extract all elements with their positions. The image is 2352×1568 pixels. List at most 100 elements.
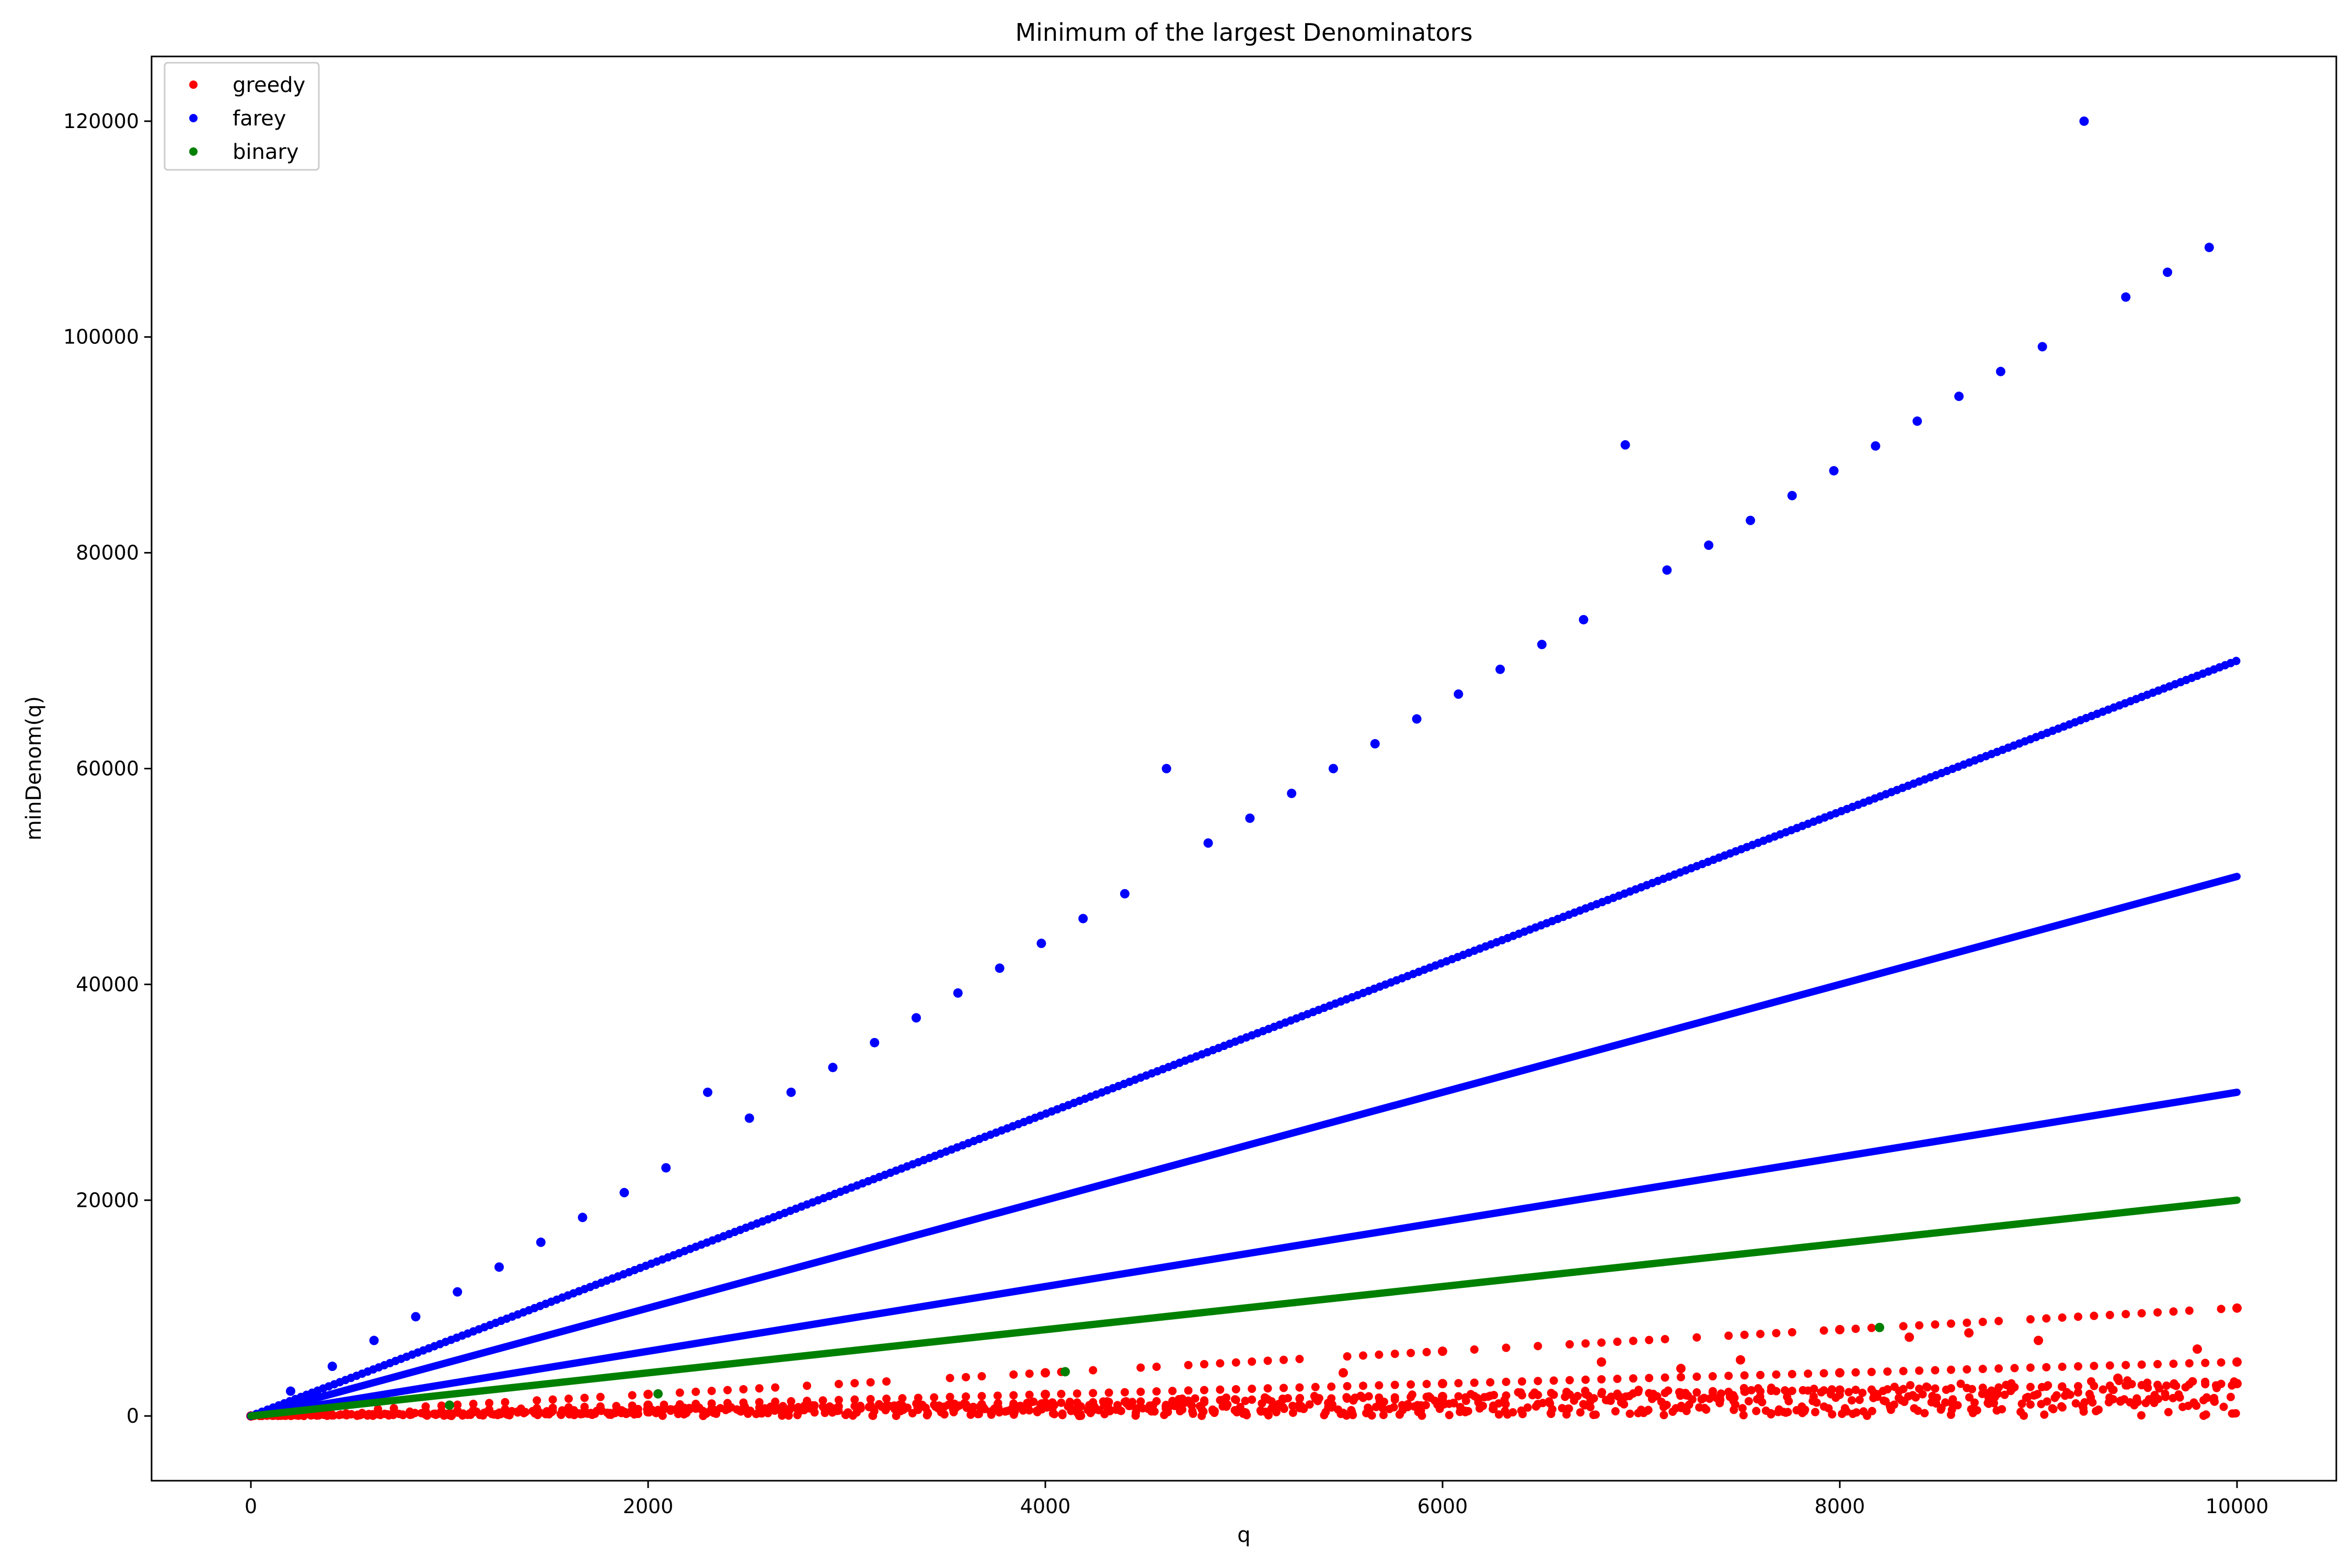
greedy-point: [2074, 1362, 2082, 1371]
greedy-point: [2231, 1409, 2240, 1417]
greedy-point: [1470, 1391, 1479, 1400]
greedy-point: [1364, 1403, 1373, 1412]
x-tick-label: 8000: [1815, 1495, 1865, 1518]
greedy-point: [2201, 1380, 2210, 1389]
greedy-point: [1978, 1365, 1987, 1374]
greedy-point: [882, 1377, 891, 1386]
greedy-point: [675, 1388, 684, 1397]
greedy-point: [1518, 1410, 1527, 1419]
greedy-point: [469, 1408, 478, 1417]
greedy-point: [564, 1406, 573, 1415]
greedy-point: [1625, 1409, 1634, 1418]
greedy-point: [1932, 1399, 1941, 1408]
greedy-point: [1422, 1347, 1431, 1356]
greedy-point: [1965, 1393, 1974, 1402]
greedy-point: [2122, 1381, 2130, 1390]
farey-point: [870, 1037, 880, 1047]
greedy-point: [660, 1405, 668, 1414]
greedy-point: [2074, 1382, 2082, 1391]
greedy-point: [1847, 1396, 1856, 1405]
greedy-point: [977, 1372, 986, 1381]
greedy-point: [898, 1394, 907, 1403]
farey-point: [953, 988, 963, 998]
greedy-point: [1772, 1370, 1781, 1379]
y-tick-label: 120000: [63, 110, 139, 133]
greedy-point: [1422, 1380, 1431, 1389]
farey-point: [578, 1213, 587, 1223]
greedy-point: [1629, 1389, 1638, 1398]
greedy-point: [2085, 1390, 2094, 1399]
farey-point: [995, 963, 1005, 973]
farey-point: [2232, 656, 2241, 665]
greedy-point: [1913, 1406, 1922, 1415]
greedy-point: [580, 1406, 589, 1415]
greedy-point: [1195, 1402, 1204, 1411]
greedy-point: [2090, 1311, 2099, 1320]
greedy-point: [421, 1409, 430, 1417]
greedy-point: [2026, 1400, 2035, 1409]
greedy-point: [1792, 1406, 1801, 1415]
greedy-point: [1607, 1392, 1616, 1401]
greedy-point: [962, 1373, 970, 1381]
greedy-point: [1889, 1400, 1898, 1409]
greedy-point: [1359, 1393, 1367, 1402]
greedy-point: [1692, 1372, 1701, 1381]
greedy-point: [1973, 1406, 1981, 1415]
binary-point: [1060, 1367, 1070, 1377]
greedy-point: [1804, 1386, 1813, 1395]
greedy-point: [1241, 1397, 1250, 1405]
greedy-point: [882, 1394, 891, 1403]
greedy-point: [2020, 1411, 2028, 1420]
greedy-point: [1956, 1379, 1965, 1388]
greedy-point: [1390, 1393, 1399, 1402]
greedy-point: [1915, 1366, 1923, 1375]
greedy-point: [1788, 1387, 1796, 1396]
greedy-point: [1597, 1338, 1606, 1347]
greedy-point: [1502, 1377, 1511, 1386]
greedy-point: [1104, 1398, 1113, 1406]
farey-point: [1704, 540, 1714, 550]
legend-box: [164, 62, 320, 171]
greedy-point: [1327, 1403, 1336, 1412]
greedy-point: [2137, 1309, 2146, 1318]
legend-label-greedy: greedy: [233, 73, 305, 97]
greedy-point: [803, 1381, 811, 1390]
greedy-point: [1395, 1410, 1404, 1419]
greedy-point: [1570, 1396, 1578, 1405]
greedy-point: [1989, 1399, 1998, 1408]
binary-point: [1875, 1322, 1884, 1332]
greedy-point: [987, 1410, 996, 1419]
greedy-point: [882, 1401, 891, 1410]
greedy-point: [1819, 1326, 1828, 1335]
greedy-point: [1740, 1387, 1749, 1396]
greedy-point: [2105, 1381, 2114, 1390]
greedy-point: [1692, 1388, 1701, 1397]
greedy-point: [1828, 1410, 1837, 1419]
farey-point: [286, 1386, 295, 1396]
greedy-point: [2113, 1373, 2123, 1383]
greedy-point: [1359, 1381, 1367, 1390]
greedy-point: [1558, 1404, 1566, 1413]
greedy-point: [1175, 1406, 1184, 1415]
greedy-point: [1931, 1366, 1940, 1375]
greedy-point: [834, 1396, 843, 1404]
greedy-point: [1343, 1382, 1352, 1391]
greedy-point: [2058, 1313, 2067, 1322]
greedy-point: [1417, 1411, 1426, 1420]
greedy-point: [2185, 1359, 2194, 1368]
greedy-point: [2026, 1382, 2035, 1391]
greedy-point: [787, 1403, 795, 1412]
greedy-point: [1899, 1367, 1908, 1376]
x-tick-label: 10000: [2206, 1495, 2269, 1518]
greedy-point: [1819, 1369, 1828, 1378]
greedy-point: [1089, 1366, 1098, 1375]
greedy-point: [1152, 1387, 1161, 1396]
greedy-point: [1534, 1391, 1542, 1400]
greedy-point: [1978, 1389, 1987, 1398]
greedy-point: [1581, 1390, 1590, 1399]
greedy-point: [1858, 1388, 1867, 1397]
greedy-point: [501, 1398, 510, 1406]
farey-point: [1495, 664, 1505, 674]
greedy-point: [2066, 1390, 2074, 1399]
greedy-point: [1389, 1403, 1398, 1412]
